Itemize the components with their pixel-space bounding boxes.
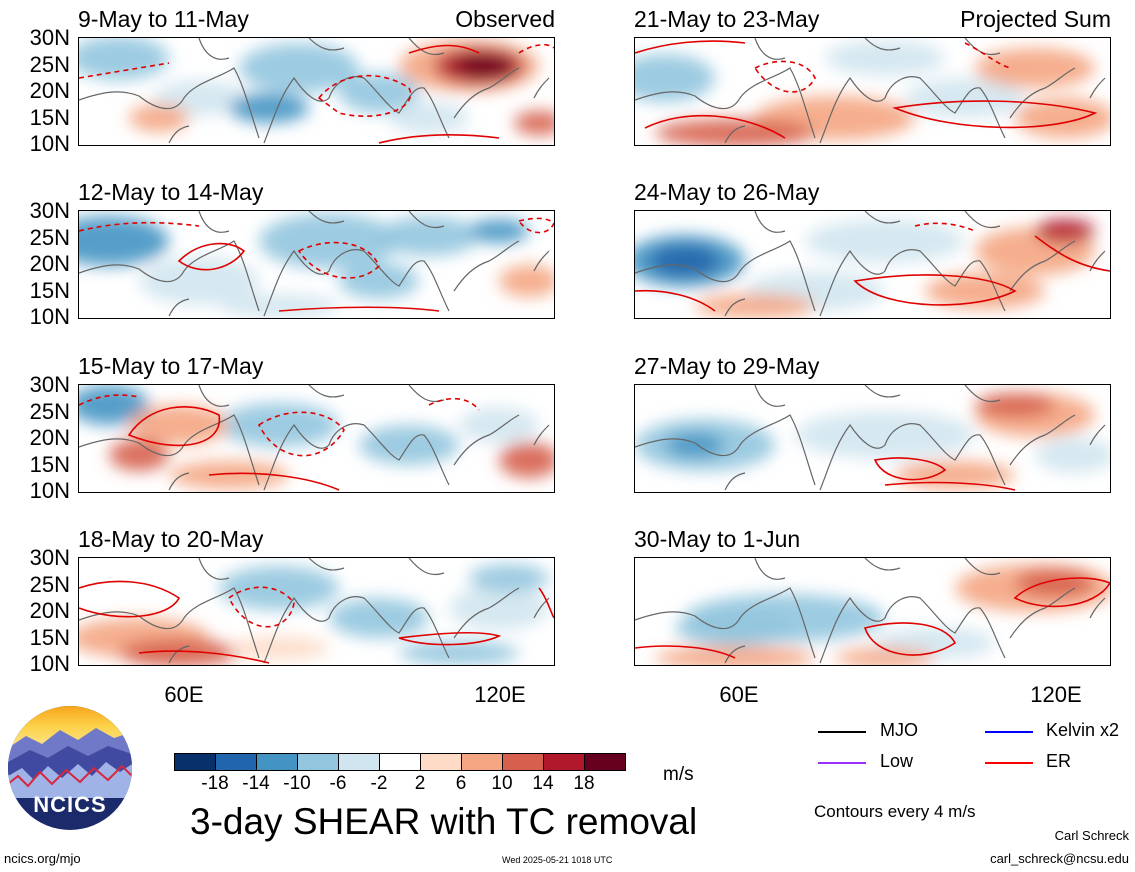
colorbar-tick-label: 6 — [455, 773, 467, 794]
lon-label-60e-right: 60E — [719, 682, 759, 707]
map-panel-7 — [634, 384, 1111, 493]
legend-low-line — [818, 762, 866, 764]
legend-note: Contours every 4 m/s — [814, 802, 976, 821]
shear-field-map — [635, 38, 1110, 145]
colorbar-swatch — [338, 753, 380, 771]
legend-er-line — [985, 762, 1033, 764]
panel-title-8: 30-May to 1-Jun — [634, 526, 801, 552]
lon-label-120e-right: 120E — [1030, 682, 1082, 707]
shear-field-map — [79, 385, 554, 492]
lat-label: 15N — [29, 624, 70, 650]
shear-field-map — [79, 211, 554, 318]
lat-label: 25N — [29, 51, 70, 77]
shear-field-map — [79, 558, 554, 665]
panel-tag-1: Observed — [455, 6, 555, 32]
colorbar-swatch — [584, 753, 626, 771]
legend-kelvin-label: Kelvin x2 — [1046, 720, 1120, 740]
panel-title-3: 15-May to 17-May — [78, 353, 264, 379]
colorbar-tick-label: 10 — [491, 773, 513, 794]
lat-label: 20N — [29, 78, 70, 103]
map-panel-5 — [634, 37, 1111, 146]
colorbar-swatch — [215, 753, 257, 771]
lat-label: 20N — [29, 251, 70, 276]
colorbar-swatch — [502, 753, 544, 771]
colorbar-units: m/s — [663, 764, 694, 785]
map-panel-4 — [78, 557, 555, 666]
ncics-logo-graphic — [8, 706, 132, 830]
map-panel-2 — [78, 210, 555, 319]
colorbar-tick-label: -6 — [329, 773, 347, 794]
colorbar-swatch — [174, 753, 216, 771]
panel-title-2: 12-May to 14-May — [78, 179, 264, 205]
panel-title-6: 24-May to 26-May — [634, 179, 820, 205]
colorbar-tick-label: 18 — [573, 773, 595, 794]
legend-mjo-label: MJO — [880, 720, 918, 740]
footer-author: Carl Schreck — [1054, 828, 1129, 843]
colorbar-swatch — [543, 753, 585, 771]
panel-tag-5: Projected Sum — [960, 6, 1111, 32]
lat-label: 10N — [29, 651, 70, 676]
lat-label: 10N — [29, 478, 70, 503]
footer-site: ncics.org/mjo — [4, 851, 81, 866]
panel-title-4: 18-May to 20-May — [78, 526, 264, 552]
lat-label: 30N — [29, 198, 70, 223]
footer-timestamp: Wed 2025-05-21 1018 UTC — [502, 855, 613, 865]
map-panel-1 — [78, 37, 555, 146]
lat-label: 15N — [29, 104, 70, 130]
map-panel-3 — [78, 384, 555, 493]
shear-field-map — [79, 38, 554, 145]
shear-field-map — [635, 211, 1110, 318]
map-panel-6 — [634, 210, 1111, 319]
panel-title-5: 21-May to 23-May — [634, 6, 820, 32]
colorbar-tick-label: 2 — [414, 773, 426, 794]
colorbar-tick-label: -2 — [370, 773, 388, 794]
lat-label: 30N — [29, 372, 70, 397]
lat-label: 15N — [29, 277, 70, 303]
colorbar-swatch — [256, 753, 298, 771]
footer-email: carl_schreck@ncsu.edu — [990, 851, 1129, 866]
lat-label: 30N — [29, 545, 70, 570]
lat-label: 25N — [29, 398, 70, 424]
lat-label: 30N — [29, 25, 70, 50]
lat-label: 20N — [29, 598, 70, 623]
lat-label: 15N — [29, 451, 70, 477]
panel-title-7: 27-May to 29-May — [634, 353, 820, 379]
colorbar-swatch — [420, 753, 462, 771]
lat-label: 10N — [29, 304, 70, 329]
main-title: 3-day SHEAR with TC removal — [190, 801, 698, 842]
colorbar-tick-label: -18 — [201, 773, 229, 794]
shear-field-map — [635, 385, 1110, 492]
lat-label: 20N — [29, 425, 70, 450]
colorbar-tick-label: -14 — [242, 773, 270, 794]
colorbar-tick-label: 14 — [532, 773, 554, 794]
shear-field-map — [635, 558, 1110, 665]
legend-mjo-line — [818, 731, 866, 733]
ncics-logo: NCICS — [8, 706, 132, 830]
colorbar-swatch — [461, 753, 503, 771]
panel-title-1: 9-May to 11-May — [78, 6, 249, 32]
ncics-logo-text: NCICS — [33, 792, 107, 817]
legend-kelvin-line — [985, 731, 1033, 733]
lon-label-120e-left: 120E — [474, 682, 526, 707]
lat-label: 10N — [29, 131, 70, 156]
colorbar-tick-label: -10 — [283, 773, 311, 794]
colorbar-swatch — [379, 753, 421, 771]
lon-label-60e-left: 60E — [164, 682, 204, 707]
colorbar-swatch — [297, 753, 339, 771]
legend-low-label: Low — [880, 751, 914, 771]
map-panel-8 — [634, 557, 1111, 666]
lat-label: 25N — [29, 224, 70, 250]
lat-label: 25N — [29, 571, 70, 597]
legend-er-label: ER — [1046, 751, 1072, 771]
